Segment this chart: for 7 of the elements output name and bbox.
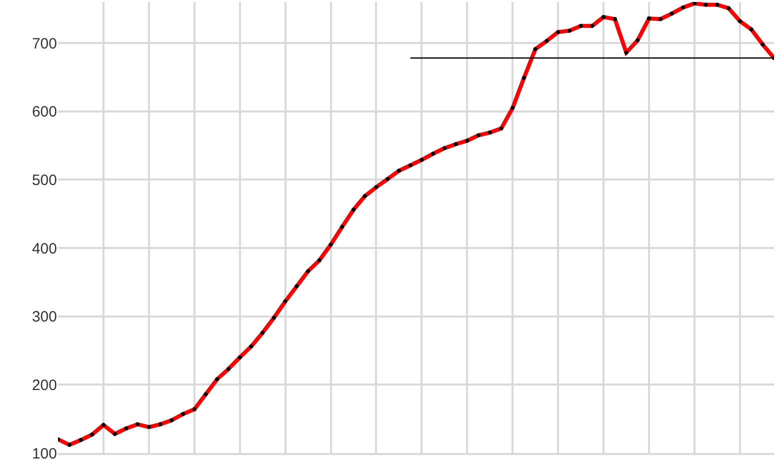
y-tick-label: 100 [32, 445, 57, 462]
y-tick-label: 300 [32, 308, 57, 326]
y-tick-label: 500 [32, 172, 57, 189]
y-tick-label: 200 [32, 376, 57, 394]
y-tick-label: 700 [32, 35, 57, 52]
y-tick-label: 600 [32, 104, 57, 121]
y-tick-label: 400 [32, 240, 57, 258]
